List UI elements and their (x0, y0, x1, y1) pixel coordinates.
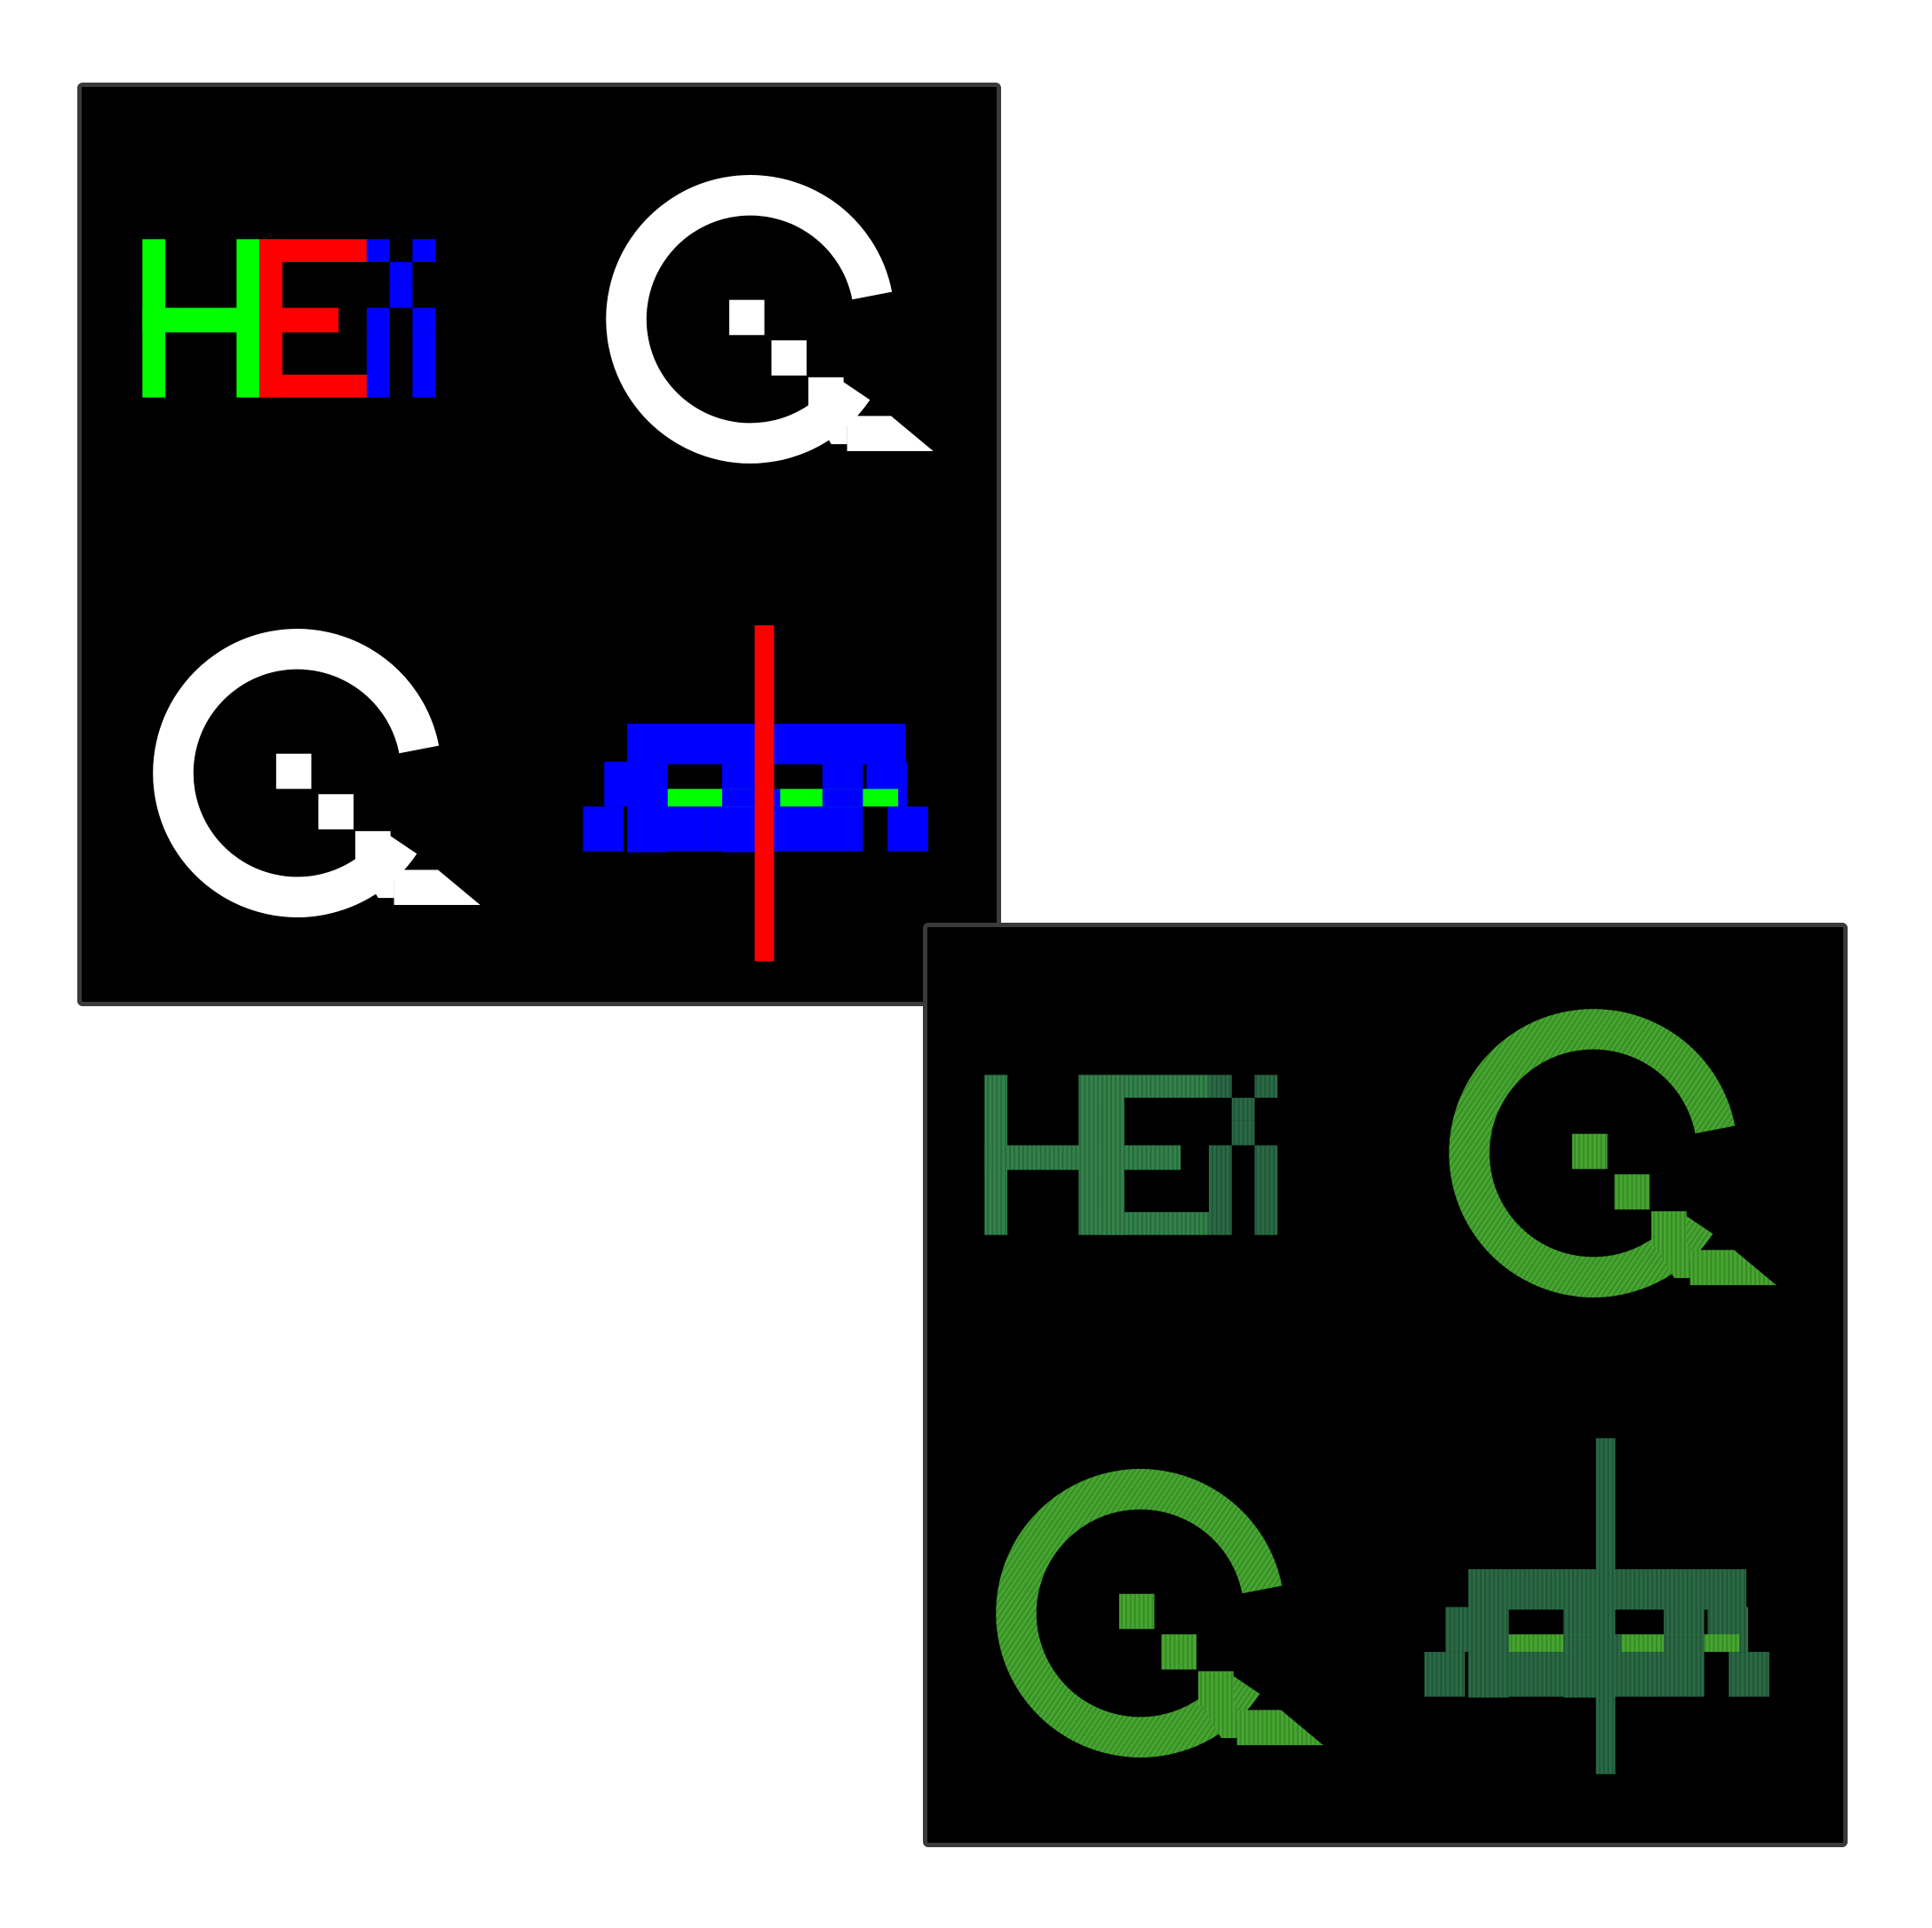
crt-hex-letter-x (1208, 1075, 1278, 1235)
crt-ship-bar (1508, 1634, 1740, 1653)
crt-render-panel (923, 923, 1848, 1847)
q-logo-bottom (153, 629, 481, 917)
color-render-panel: HEX (77, 83, 1001, 1006)
crt-hex-logo (984, 1075, 1278, 1235)
hex-letter-x (366, 239, 436, 398)
q-logo-top (606, 175, 934, 464)
crt-q-logo-bottom (996, 1469, 1324, 1757)
crt-q-logo-top (1449, 1009, 1777, 1297)
hex-letter-h (142, 239, 260, 398)
crt-hex-letter-h (984, 1075, 1102, 1235)
crt-ship-logo (1424, 1438, 1769, 1774)
hex-letter-e (259, 239, 367, 398)
crt-render-canvas (984, 1009, 1777, 1774)
color-render-canvas: HEX (142, 175, 934, 962)
ship-bar (667, 789, 899, 807)
hex-logo: HEX (142, 239, 436, 398)
crt-hex-letter-e (1101, 1075, 1209, 1235)
crt-ship-mast (1595, 1438, 1616, 1774)
ship-logo (583, 625, 928, 962)
ship-mast (754, 625, 775, 962)
